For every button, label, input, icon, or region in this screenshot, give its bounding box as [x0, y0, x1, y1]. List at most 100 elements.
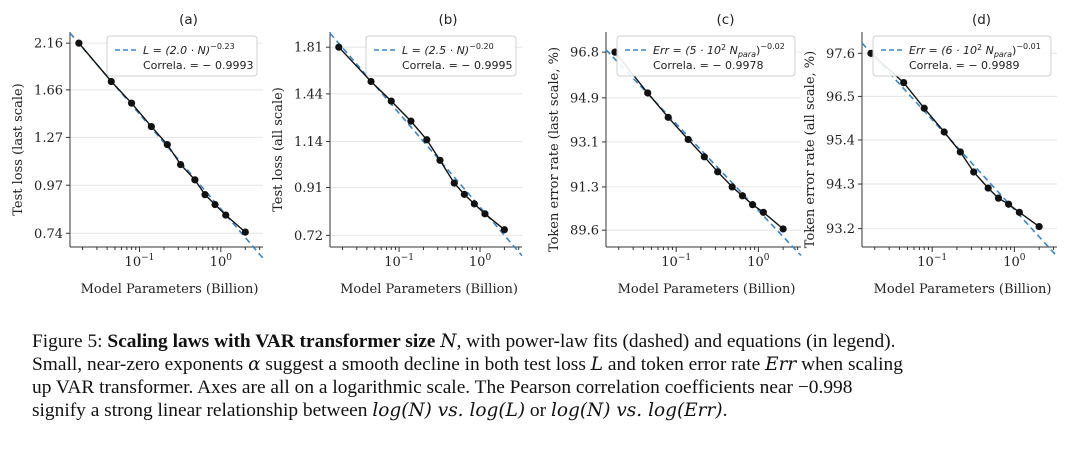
x-tick-label: 100 [1003, 253, 1026, 270]
caption-bold-title: Scaling laws with VAR transformer size [107, 331, 441, 352]
x-tick-label: 10−1 [661, 253, 691, 270]
data-point [107, 77, 115, 86]
data-point [241, 228, 249, 236]
y-tick-label: 93.1 [570, 135, 599, 150]
caption-text: Small, near-zero exponents [32, 354, 249, 375]
legend-correlation: Correla. = − 0.9978 [653, 59, 764, 72]
caption-log-err: log(Err) [648, 400, 723, 421]
data-point [423, 136, 431, 144]
legend-box [616, 35, 796, 77]
caption-text: when scaling [796, 354, 903, 375]
y-axis-label: Token error rate (last scale, %) [547, 47, 562, 252]
legend-fit-equation: L = (2.5 · N)−0.20 [402, 42, 494, 57]
panel-label: (c) [717, 12, 735, 28]
caption-var-err: Err [765, 354, 797, 375]
data-point [956, 148, 964, 156]
y-tick-label: 0.74 [34, 227, 63, 242]
x-tick-label: 10−1 [125, 253, 155, 270]
y-tick-label: 95.4 [826, 133, 855, 148]
data-line [614, 51, 784, 230]
y-tick-label: 0.97 [34, 179, 63, 194]
data-point [75, 39, 83, 47]
caption-var-alpha: α [248, 354, 261, 375]
data-point [664, 113, 672, 121]
caption-log-l: log(L) [469, 400, 526, 421]
data-point [1004, 200, 1013, 208]
figure-caption: Figure 5: Scaling laws with VAR transfor… [32, 330, 1062, 422]
data-point [994, 194, 1003, 202]
y-axis-label: Token error rate (all scale, %) [803, 51, 818, 248]
legend-box [106, 35, 258, 77]
data-point [436, 156, 444, 164]
x-axis-label: Model Parameters (Billion) [618, 282, 796, 297]
legend-box [365, 35, 517, 77]
data-point [1015, 208, 1023, 216]
y-tick-label: 0.72 [294, 229, 323, 244]
panel-label: (b) [438, 12, 457, 28]
legend-box [872, 35, 1052, 77]
y-tick-label: 96.5 [826, 90, 855, 105]
y-tick-label: 96.8 [570, 46, 599, 61]
legend: L = (2.0 · N)−0.23 Correla. = − 0.9993 [106, 35, 258, 77]
data-point [779, 225, 787, 233]
caption-log-n: log(N) [550, 400, 611, 421]
panel-label: (d) [972, 12, 991, 28]
caption-text: . [722, 400, 728, 421]
panel-label: (a) [179, 12, 198, 28]
data-point [738, 192, 747, 200]
data-point [900, 79, 908, 87]
data-point [211, 200, 219, 209]
caption-text: and token error rate [603, 354, 766, 375]
data-point [367, 77, 375, 86]
y-tick-label: 1.66 [34, 83, 63, 98]
data-point [920, 104, 928, 112]
legend-fit-equation: Err = (6 · 102 Npara)−0.01 [909, 42, 1041, 59]
caption-line-4: signify a strong linear relationship bet… [32, 399, 1062, 422]
chart-panel-b: 0.72 0.91 1.14 1.44 1.81 10−1 100 (b) Model Para… [271, 12, 523, 297]
data-point [450, 179, 458, 187]
legend-correlation: Correla. = − 0.9993 [143, 59, 254, 72]
legend: L = (2.5 · N)−0.20 Correla. = − 0.9995 [365, 35, 517, 77]
caption-var-l: L [590, 354, 604, 375]
caption-text: suggest a smooth decline in both test lo… [260, 354, 591, 375]
chart-panel-a: 0.74 0.97 1.27 1.66 2.16 10−1 100 (a) Model Para… [11, 12, 264, 297]
caption-line-3: up VAR transformer. Axes are all on a lo… [32, 377, 853, 398]
caption-log-n: log(N) [372, 400, 432, 421]
data-point [191, 176, 199, 184]
y-tick-label: 94.3 [826, 178, 855, 193]
data-point [176, 160, 185, 169]
caption-var-n: N [440, 331, 457, 352]
data-point [728, 183, 736, 191]
x-axis-label: Model Parameters (Billion) [81, 282, 259, 297]
caption-vs: vs. [431, 400, 470, 421]
data-point [147, 122, 155, 131]
data-point [335, 43, 343, 51]
y-axis-label: Test loss (all scale) [271, 87, 286, 212]
data-point [222, 211, 230, 219]
x-tick-label: 100 [747, 253, 770, 270]
caption-text: signify a strong linear relationship bet… [32, 400, 373, 421]
caption-line-2: Small, near-zero exponents α suggest a s… [32, 353, 1062, 376]
chart-panel-d: 93.2 94.3 95.4 96.5 97.6 10−1 100 (d) Model Para… [803, 12, 1058, 297]
x-axis-label: Model Parameters (Billion) [874, 282, 1052, 297]
y-tick-label: 2.16 [34, 37, 63, 52]
y-tick-label: 0.91 [294, 181, 323, 196]
y-tick-label: 1.14 [294, 135, 323, 150]
caption-vs: vs. [610, 400, 649, 421]
data-point [163, 140, 171, 149]
data-point [759, 208, 767, 216]
x-tick-label: 100 [210, 253, 233, 270]
data-point [127, 99, 136, 107]
x-tick-label: 10−1 [917, 253, 947, 270]
y-tick-label: 1.27 [34, 131, 63, 146]
data-point [714, 168, 722, 176]
y-tick-label: 97.6 [826, 47, 855, 62]
caption-line-1: Figure 5: Scaling laws with VAR transfor… [32, 330, 1062, 353]
data-point [970, 168, 978, 176]
scaling-law-figure: 0.74 0.97 1.27 1.66 2.16 10−1 100 (a) Model Para… [11, 12, 1058, 297]
data-point [500, 226, 508, 234]
data-point [201, 191, 209, 199]
x-tick-label: 100 [469, 253, 492, 270]
